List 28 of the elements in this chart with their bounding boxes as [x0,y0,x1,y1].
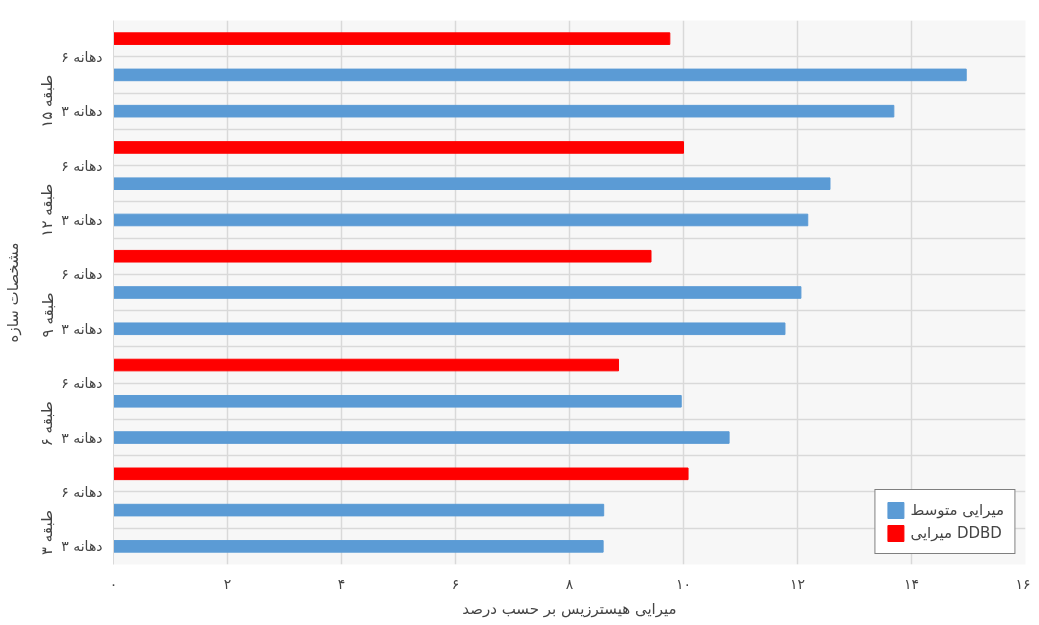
text: طبقه ۶ [38,401,57,447]
x-tick-label: ۱۴ [903,575,920,592]
y-tick-label: ۳ دهانه [61,320,103,337]
y-tick-label: ۶ دهانه [61,157,103,174]
x-axis-title: میرایی هیسترزیس بر حسب درصد [462,599,677,618]
x-tick-label: ۶ [451,575,460,592]
x-tick-label: ۴ [337,575,346,592]
y-axis-title: مشخصات سازه [3,242,22,343]
y-tick-label: ۳ دهانه [61,429,103,446]
text: طبقه ۱۵ [38,74,57,128]
y-tick-label: ۶ دهانه [61,266,103,283]
text: طبقه ۹ [38,292,57,338]
x-tick-label: ۱۰ [675,575,692,592]
x-tick-label: ۱۶ [1015,575,1031,592]
x-tick-label: ۲ [223,575,232,592]
y-tick-label: ۶ دهانه [61,483,103,500]
x-tick-label: ۰ [109,575,118,592]
y-tick-label: ۳ دهانه [61,211,103,228]
y-tick-label: ۳ دهانه [61,538,103,555]
x-tick-label: ۱۲ [789,575,806,592]
y-tick-label: ۶ دهانه [61,48,103,65]
text: طبقه ۳ [38,510,57,556]
legend-label: میرایی متوسط [910,501,1004,519]
text: طبقه ۱۲ [38,183,57,237]
legend-label: میرایی DDBD [910,524,1002,542]
x-tick-label: ۸ [565,575,574,592]
y-tick-label: ۶ دهانه [61,375,103,392]
y-tick-label: ۳ دهانه [61,103,103,120]
